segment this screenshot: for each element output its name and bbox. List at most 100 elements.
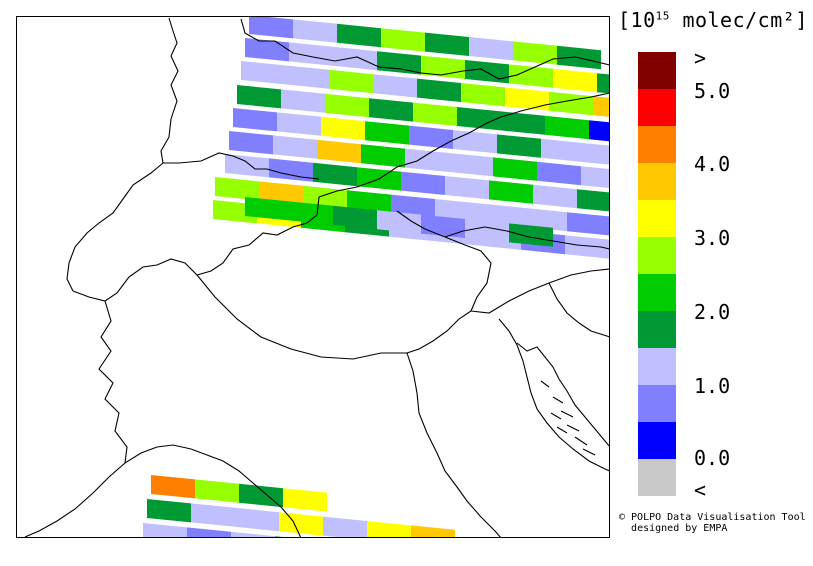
swath-pixel — [229, 131, 273, 155]
swath-pixel — [293, 19, 337, 43]
swath-pixel — [191, 503, 235, 527]
swath-pixel — [391, 194, 435, 218]
swath-pixel — [333, 46, 377, 71]
swath-pixel — [505, 87, 549, 111]
swath-pixel — [453, 130, 497, 154]
swath-pixel — [329, 69, 373, 94]
islands-dalmatia — [540, 380, 596, 456]
swath-pixel — [231, 531, 275, 537]
legend-swatch — [638, 200, 676, 237]
swath-pixel — [195, 479, 239, 503]
swath-pixel — [367, 521, 411, 537]
legend-tick-above: > — [694, 46, 707, 70]
swath-pixel — [333, 205, 377, 230]
legend-tick-below: < — [694, 478, 707, 502]
swath-pixel — [581, 166, 609, 189]
swath-pixel — [249, 17, 293, 39]
swath-pixel — [321, 116, 365, 141]
border-france-italy — [24, 300, 128, 537]
swath-pixel — [275, 536, 283, 537]
border-germany-austria — [240, 18, 609, 80]
unit-exponent: 15 — [655, 9, 670, 23]
swath-pixel — [465, 60, 509, 84]
swath-pixel — [289, 42, 333, 66]
swath-pixel — [239, 483, 283, 508]
swath-pixel — [533, 184, 577, 209]
swath-pixel — [537, 161, 581, 186]
swath-pixel — [509, 223, 553, 247]
coastline-ligurian — [124, 444, 302, 537]
swath-pixel — [347, 190, 391, 214]
swath-pixel — [281, 89, 325, 113]
border-france-switzerland — [66, 162, 164, 292]
swath-pixel — [381, 28, 425, 52]
swath-pixel — [245, 197, 289, 221]
swath-pixel — [589, 120, 609, 142]
swath-pixel — [273, 135, 317, 159]
credit-text: © POLPO Data Visualisation Tool designed… — [619, 512, 806, 534]
swath-pixel — [497, 134, 541, 158]
border-croatia-inland — [548, 282, 609, 338]
coastline-dalmatia — [516, 342, 609, 447]
retrieval-swaths — [143, 17, 609, 537]
legend-swatch — [638, 163, 676, 200]
swath-pixel — [337, 23, 381, 48]
unit-text: molec/cm² — [682, 8, 796, 32]
swath-pixel — [285, 65, 329, 89]
swath-pixel — [277, 112, 321, 136]
swath-pixel — [417, 78, 461, 102]
swath-pixel — [313, 162, 357, 187]
swath-pixel — [449, 153, 493, 177]
unit-label: [1015 molec/cm²] — [618, 8, 808, 32]
swath-pixel — [323, 516, 367, 537]
swath-pixel — [373, 74, 417, 98]
swath-pixel — [553, 68, 597, 93]
swath-pixel — [597, 73, 609, 94]
swath-pixel — [365, 121, 409, 145]
swath-pixel — [435, 199, 479, 223]
legend-swatch — [638, 126, 676, 163]
swath-pixel — [493, 157, 537, 181]
legend-swatch — [638, 311, 676, 348]
swath-pixel — [545, 115, 589, 140]
swath-pixel — [585, 143, 609, 165]
river-po — [196, 274, 407, 360]
swath-pixel — [147, 499, 191, 523]
unit-bracket-open: [ — [618, 8, 631, 32]
country-borders — [24, 17, 609, 537]
border-austria-italy — [318, 92, 609, 198]
swath-pixel — [143, 523, 187, 537]
legend-swatch — [638, 459, 676, 496]
swath-pixel — [465, 219, 509, 243]
swath-pixel — [409, 125, 453, 149]
legend-tick-4: 4.0 — [694, 152, 731, 176]
swath-pixel — [549, 91, 593, 116]
swath-pixel — [577, 189, 609, 212]
swath-pixel — [479, 203, 523, 227]
swath-pixel — [469, 37, 513, 61]
legend-tick-1: 1.0 — [694, 374, 731, 398]
border-france-north — [160, 17, 179, 164]
unit-base: 10 — [630, 8, 656, 32]
swath-pixel — [461, 83, 505, 107]
legend-swatch — [638, 348, 676, 385]
coastline-istria — [498, 318, 609, 472]
swath-pixel — [187, 527, 231, 537]
coastline-adriatic — [406, 310, 501, 537]
border-slovenia-croatia — [470, 268, 609, 314]
border-austria-slovenia — [444, 226, 609, 250]
credit-line-2: designed by EMPA — [631, 523, 728, 534]
swath-pixel — [233, 108, 277, 132]
map-canvas — [24, 17, 609, 537]
swath-pixel — [541, 138, 585, 163]
swath-pixel — [317, 139, 361, 164]
swath-pixel — [401, 171, 445, 195]
swath-pixel — [151, 475, 195, 499]
swath-pixel — [405, 148, 449, 172]
legend-tick-3: 3.0 — [694, 226, 731, 250]
legend-tick-2: 2.0 — [694, 300, 731, 324]
swath-pixel — [245, 38, 289, 62]
map-panel — [16, 16, 610, 538]
swath-pixel — [377, 210, 421, 234]
swath-pixel — [369, 98, 413, 122]
